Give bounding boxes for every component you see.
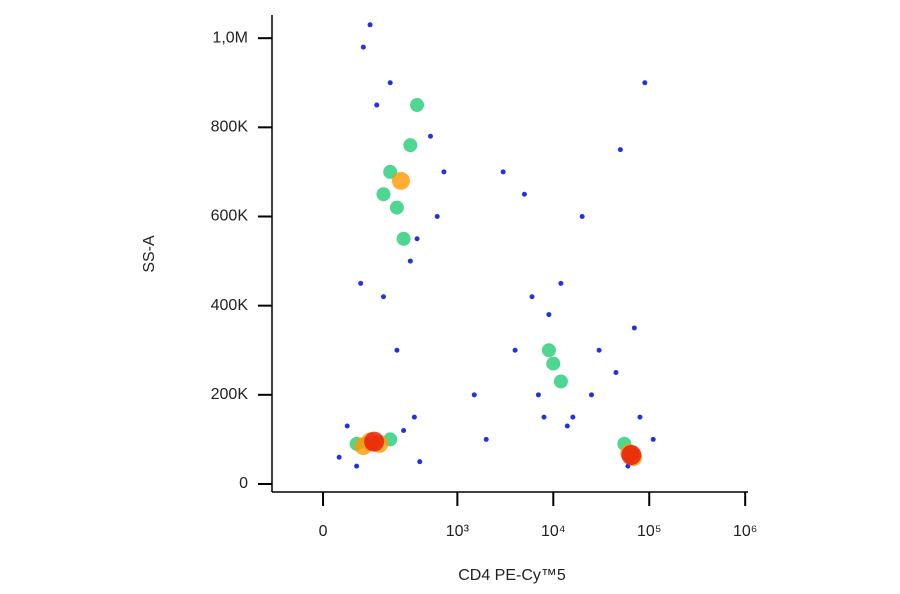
point xyxy=(344,423,350,429)
y-tick-label: 200K xyxy=(211,386,249,403)
point xyxy=(631,325,637,331)
x-tick-label: 10⁴ xyxy=(541,523,566,540)
point xyxy=(596,347,602,353)
point xyxy=(410,98,425,113)
x-axis-label: CD4 PE-Cy™5 xyxy=(458,567,566,584)
y-tick-label: 0 xyxy=(239,475,248,492)
point xyxy=(541,414,547,420)
point xyxy=(374,102,380,108)
point xyxy=(427,133,433,139)
point xyxy=(546,312,552,318)
y-axis-label: SS-A xyxy=(141,235,158,273)
point xyxy=(367,22,373,28)
point xyxy=(621,444,642,465)
point xyxy=(541,343,556,358)
point xyxy=(403,138,418,153)
point xyxy=(521,191,527,197)
point xyxy=(483,436,489,442)
point xyxy=(441,169,447,175)
point xyxy=(500,169,506,175)
point xyxy=(535,392,541,398)
point xyxy=(336,454,342,460)
point xyxy=(396,231,411,246)
point xyxy=(358,280,364,286)
point xyxy=(360,44,366,50)
point xyxy=(411,414,417,420)
point xyxy=(558,280,564,286)
x-tick-label: 10⁶ xyxy=(733,523,757,540)
point xyxy=(579,213,585,219)
point xyxy=(553,374,568,389)
point xyxy=(512,347,518,353)
point xyxy=(570,414,576,420)
point xyxy=(380,294,386,300)
y-tick-label: 600K xyxy=(211,208,249,225)
point xyxy=(354,463,360,469)
point xyxy=(387,80,393,86)
y-tick-label: 800K xyxy=(211,119,249,136)
x-tick-label: 10⁵ xyxy=(637,523,661,540)
point xyxy=(364,431,385,452)
point xyxy=(414,236,420,242)
y-tick-label: 1,0M xyxy=(212,29,248,46)
point xyxy=(642,80,648,86)
point xyxy=(617,147,623,153)
point xyxy=(407,258,413,264)
point xyxy=(401,427,407,433)
point xyxy=(391,171,410,190)
point xyxy=(471,392,477,398)
point xyxy=(637,414,643,420)
point xyxy=(394,347,400,353)
point xyxy=(376,187,391,202)
point xyxy=(588,392,594,398)
point xyxy=(613,370,619,376)
x-tick-label: 10³ xyxy=(446,523,470,540)
point xyxy=(417,459,423,465)
point xyxy=(389,200,404,215)
x-tick-label: 0 xyxy=(319,523,328,540)
point xyxy=(383,164,398,179)
point xyxy=(546,356,561,371)
point xyxy=(650,436,656,442)
point xyxy=(529,294,535,300)
y-tick-label: 400K xyxy=(211,297,249,314)
point xyxy=(564,423,570,429)
point xyxy=(434,213,440,219)
